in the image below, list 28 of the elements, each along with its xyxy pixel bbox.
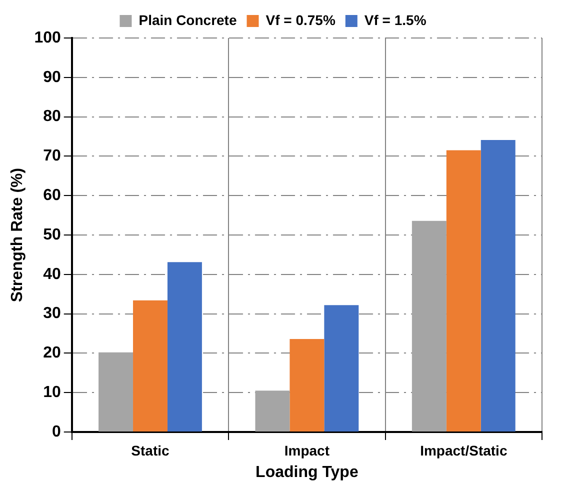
- y-tick-label: 40: [43, 266, 61, 283]
- x-tick-label: Static: [131, 442, 170, 458]
- y-tick-label: 60: [43, 187, 61, 204]
- legend-label: Plain Concrete: [138, 12, 237, 28]
- y-tick-label: 10: [43, 384, 61, 402]
- x-tick-label: Impact: [284, 442, 330, 458]
- y-tick-label: 80: [43, 108, 61, 126]
- bar: [98, 352, 134, 432]
- y-tick-label: 50: [43, 226, 61, 244]
- x-axis-title: Loading Type: [256, 464, 358, 481]
- y-tick-label: 30: [43, 305, 61, 322]
- bar: [167, 262, 202, 432]
- bar: [324, 305, 359, 432]
- y-tick-label: 90: [43, 68, 61, 86]
- y-tick-label: 70: [43, 148, 61, 165]
- bar: [446, 150, 481, 432]
- bar: [133, 300, 168, 432]
- bar: [412, 220, 446, 432]
- x-tick-label: Impact/Static: [420, 442, 508, 458]
- bar: [480, 140, 516, 432]
- y-tick-label: 0: [52, 423, 61, 440]
- bar: [255, 390, 290, 432]
- legend-label: Vf = 1.5%: [364, 12, 427, 28]
- legend-label: Vf = 0.75%: [266, 12, 336, 28]
- y-tick-label: 20: [43, 344, 61, 362]
- y-tick-label: 100: [34, 29, 61, 46]
- bar: [290, 339, 324, 432]
- y-axis-title: Strength Rate (%): [9, 168, 26, 302]
